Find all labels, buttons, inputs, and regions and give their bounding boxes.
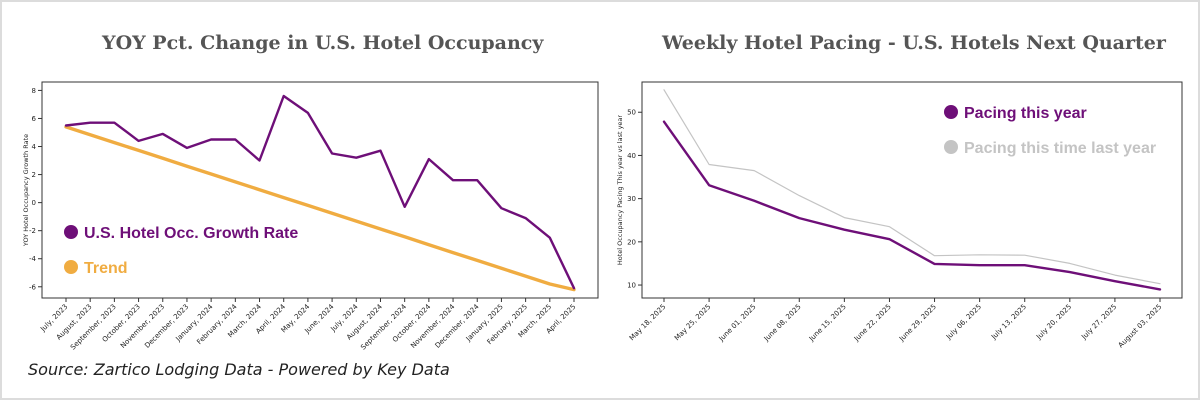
- occupancy-x-tick-label: December, 2024: [434, 302, 481, 349]
- pacing-x-tick-label: June 08, 2025: [762, 303, 803, 344]
- occupancy-y-tick-label: 6: [32, 115, 37, 123]
- occupancy-plot-frame: [41, 81, 599, 299]
- chart-title-pacing: Weekly Hotel Pacing - U.S. Hotels Next Q…: [662, 32, 1166, 54]
- pacing-y-axis-label: Hotel Occupancy Pacing This year vs last…: [616, 115, 624, 266]
- pacing-x-tick-label: August 03, 2025: [1117, 303, 1164, 350]
- occupancy-legend-label-2: Trend: [84, 260, 128, 277]
- pacing-legend-label-2: Pacing this time last year: [964, 140, 1156, 157]
- pacing-plot-frame: [641, 81, 1183, 299]
- pacing-x-tick-label: July 27, 2025: [1079, 303, 1118, 342]
- occupancy-x-tick-label: November, 2024: [409, 302, 457, 350]
- pacing-x-tick-label: May 18, 2025: [628, 303, 668, 343]
- occupancy-x-tick-label: December, 2023: [143, 303, 190, 350]
- occupancy-y-tick-label: 2: [32, 171, 36, 179]
- occupancy-y-tick-label: 0: [32, 199, 36, 207]
- occupancy-legend-marker-1: [64, 225, 78, 239]
- pacing-y-tick-label: 30: [627, 195, 636, 203]
- occupancy-legend-label-1: U.S. Hotel Occ. Growth Rate: [84, 225, 298, 242]
- pacing-legend-marker-1: [944, 105, 958, 119]
- pacing-y-tick-label: 10: [627, 282, 636, 290]
- pacing-legend-marker-2: [944, 140, 958, 154]
- occupancy-x-tick-label: September, 2023: [69, 303, 118, 352]
- pacing-series-line-1: [662, 120, 1162, 291]
- occupancy-y-tick-label: 4: [32, 143, 37, 151]
- pacing-x-tick-label: June 01, 2025: [717, 303, 758, 344]
- pacing-x-tick-label: June 15, 2025: [807, 303, 848, 344]
- pacing-y-tick-label: 40: [627, 152, 636, 160]
- occupancy-y-tick-label: -6: [29, 283, 37, 291]
- occupancy-series-line-2: [64, 125, 576, 292]
- occupancy-series-line-1: [64, 94, 576, 290]
- occupancy-y-tick-label: 8: [32, 87, 36, 95]
- pacing-x-tick-label: June 22, 2025: [852, 303, 893, 344]
- chart-title-occupancy: YOY Pct. Change in U.S. Hotel Occupancy: [102, 32, 544, 54]
- occupancy-legend-marker-2: [64, 260, 78, 274]
- pacing-x-tick-label: May 25, 2025: [673, 303, 713, 343]
- occupancy-y-tick-label: -4: [29, 255, 37, 263]
- occupancy-x-tick-label: November, 2023: [119, 303, 166, 350]
- pacing-x-tick-label: July 06, 2025: [944, 303, 983, 342]
- source-note: Source: Zartico Lodging Data - Powered b…: [28, 360, 450, 379]
- occupancy-y-axis-label: YOY Hotel Occupancy Growth Rate: [22, 134, 30, 247]
- pacing-y-tick-label: 50: [627, 109, 636, 117]
- occupancy-y-tick-label: -2: [29, 227, 36, 235]
- pacing-legend-label-1: Pacing this year: [964, 105, 1087, 122]
- pacing-series-line-2: [663, 89, 1161, 285]
- pacing-y-tick-label: 20: [627, 238, 636, 246]
- pacing-x-tick-label: July 20, 2025: [1034, 303, 1073, 342]
- pacing-x-tick-label: June 29, 2025: [897, 303, 938, 344]
- pacing-x-tick-label: July 13, 2025: [989, 303, 1028, 342]
